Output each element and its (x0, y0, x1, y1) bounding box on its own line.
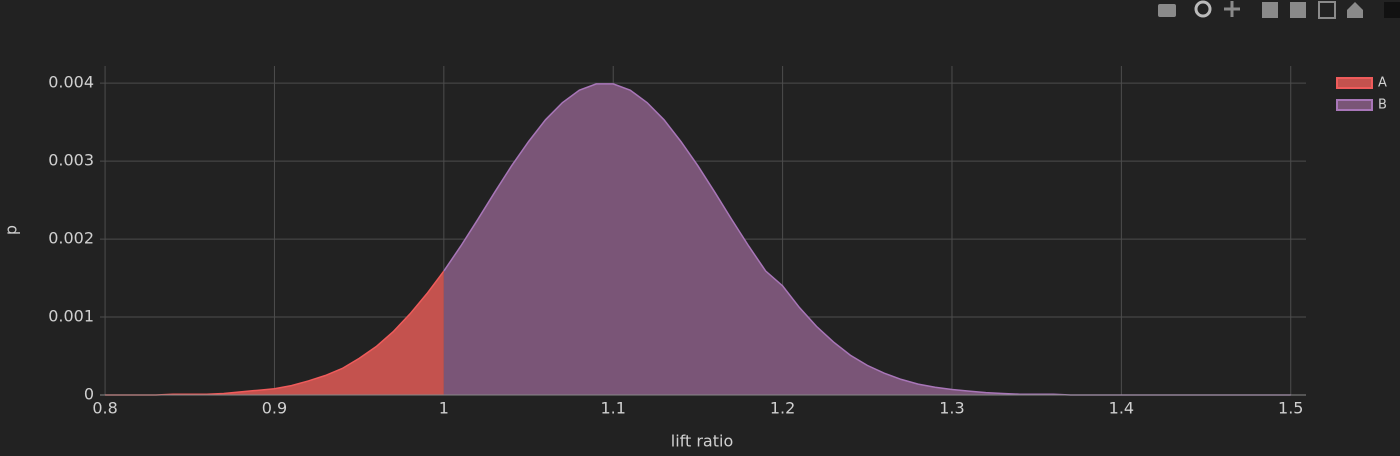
legend-swatch (1336, 77, 1373, 89)
y-tick-label: 0.001 (48, 307, 94, 326)
y-tick-label: 0.002 (48, 229, 94, 248)
x-tick-label: 1.4 (1109, 399, 1134, 418)
zoom-icon[interactable] (1194, 0, 1212, 18)
y-tick-label: 0.003 (48, 151, 94, 170)
legend-swatch (1336, 99, 1373, 111)
plotly-logo[interactable] (1384, 2, 1400, 18)
x-tick-label: 1.5 (1278, 399, 1303, 418)
camera-icon[interactable] (1158, 4, 1176, 17)
pan-icon[interactable] (1224, 1, 1240, 17)
y-tick-label: 0 (84, 385, 94, 404)
x-tick-label: 1.1 (601, 399, 626, 418)
zoom-in-icon[interactable] (1262, 2, 1278, 18)
x-tick-label: 1.3 (939, 399, 964, 418)
area-fill (105, 271, 444, 395)
area-fill (443, 83, 1291, 396)
legend-label: A (1378, 76, 1387, 91)
x-tick-label: 0.8 (92, 399, 117, 418)
y-tick-label: 0.004 (48, 73, 94, 92)
area-line (443, 83, 1291, 396)
autoscale-icon[interactable] (1318, 1, 1336, 19)
zoom-out-icon[interactable] (1290, 2, 1306, 18)
legend-label: B (1378, 98, 1387, 113)
y-axis-title: p (2, 225, 21, 235)
x-tick-label: 1.2 (770, 399, 795, 418)
modebar (1158, 0, 1400, 19)
x-axis-title: lift ratio (671, 432, 734, 451)
x-tick-label: 0.9 (262, 399, 287, 418)
legend: AB (1336, 76, 1387, 113)
reset-icon[interactable] (1347, 2, 1363, 18)
x-tick-label: 1 (439, 399, 449, 418)
